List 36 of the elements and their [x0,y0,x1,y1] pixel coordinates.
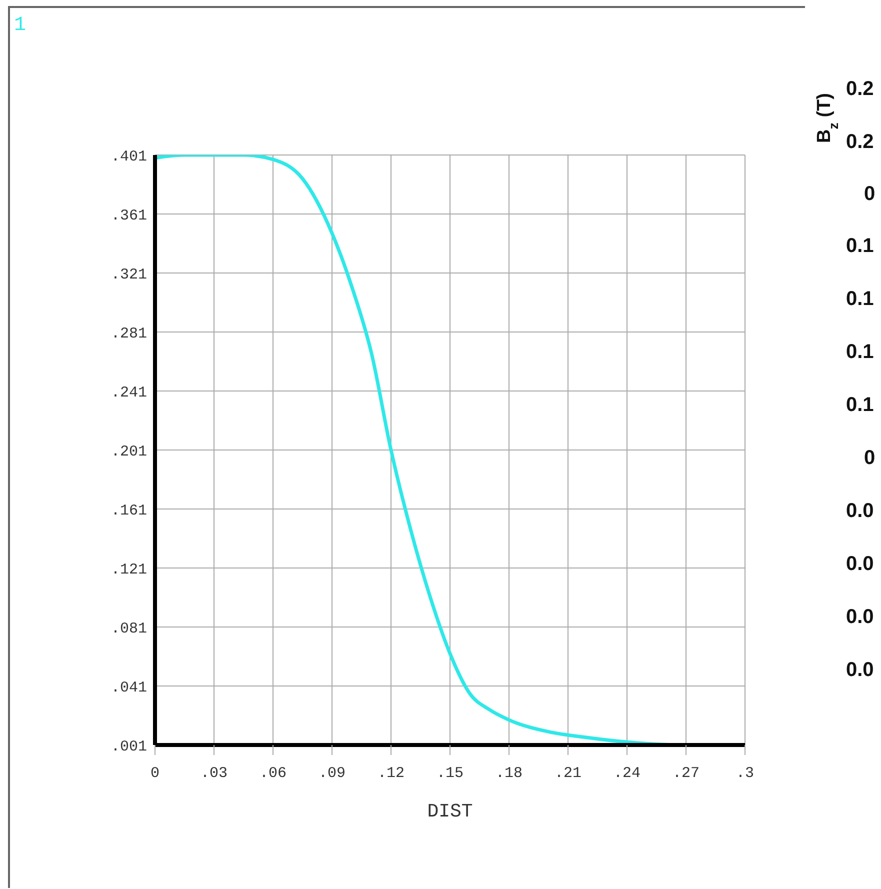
text: 1 [14,14,26,37]
y-tick-label: .041 [110,679,147,696]
text: 0.0 [846,606,874,628]
x-tick-label: .06 [259,765,287,782]
x-tick-label: .21 [554,765,582,782]
x-tick-label: .24 [613,765,641,782]
x-axis-title: DIST [427,800,473,822]
text: 0 [864,447,876,469]
y-tick-label: .361 [110,207,147,224]
x-tick-label: .15 [436,765,464,782]
text: 0 [864,183,876,205]
y-tick-label: .281 [110,325,147,342]
x-tick-label: .03 [200,765,228,782]
text: 0.1 [846,394,874,416]
text: 0.0 [846,553,874,575]
y-tick-label: .401 [110,148,147,166]
text: 0.1 [846,235,874,257]
text: 0.2 [846,131,874,153]
y-tick-label: .001 [110,738,147,756]
y-tick-label: .241 [110,384,147,402]
text: 0.1 [846,288,874,310]
x-tick-label: .09 [318,765,346,782]
y-tick-label: .201 [110,443,147,460]
y-tick-label: .121 [110,561,147,578]
y-tick-label: .161 [110,502,147,520]
text: 0.1 [846,341,874,363]
text: 0.0 [846,659,874,681]
x-tick-label: 0 [150,765,160,782]
x-tick-label: .18 [495,765,523,782]
y-tick-label: .321 [110,266,147,284]
x-tick-label: .3 [736,765,754,782]
text: 0.0 [846,500,874,522]
x-tick-label: .12 [377,765,405,782]
y-tick-label: .081 [110,620,147,638]
text: 0.2 [846,78,874,100]
x-tick-label: .27 [672,765,700,782]
